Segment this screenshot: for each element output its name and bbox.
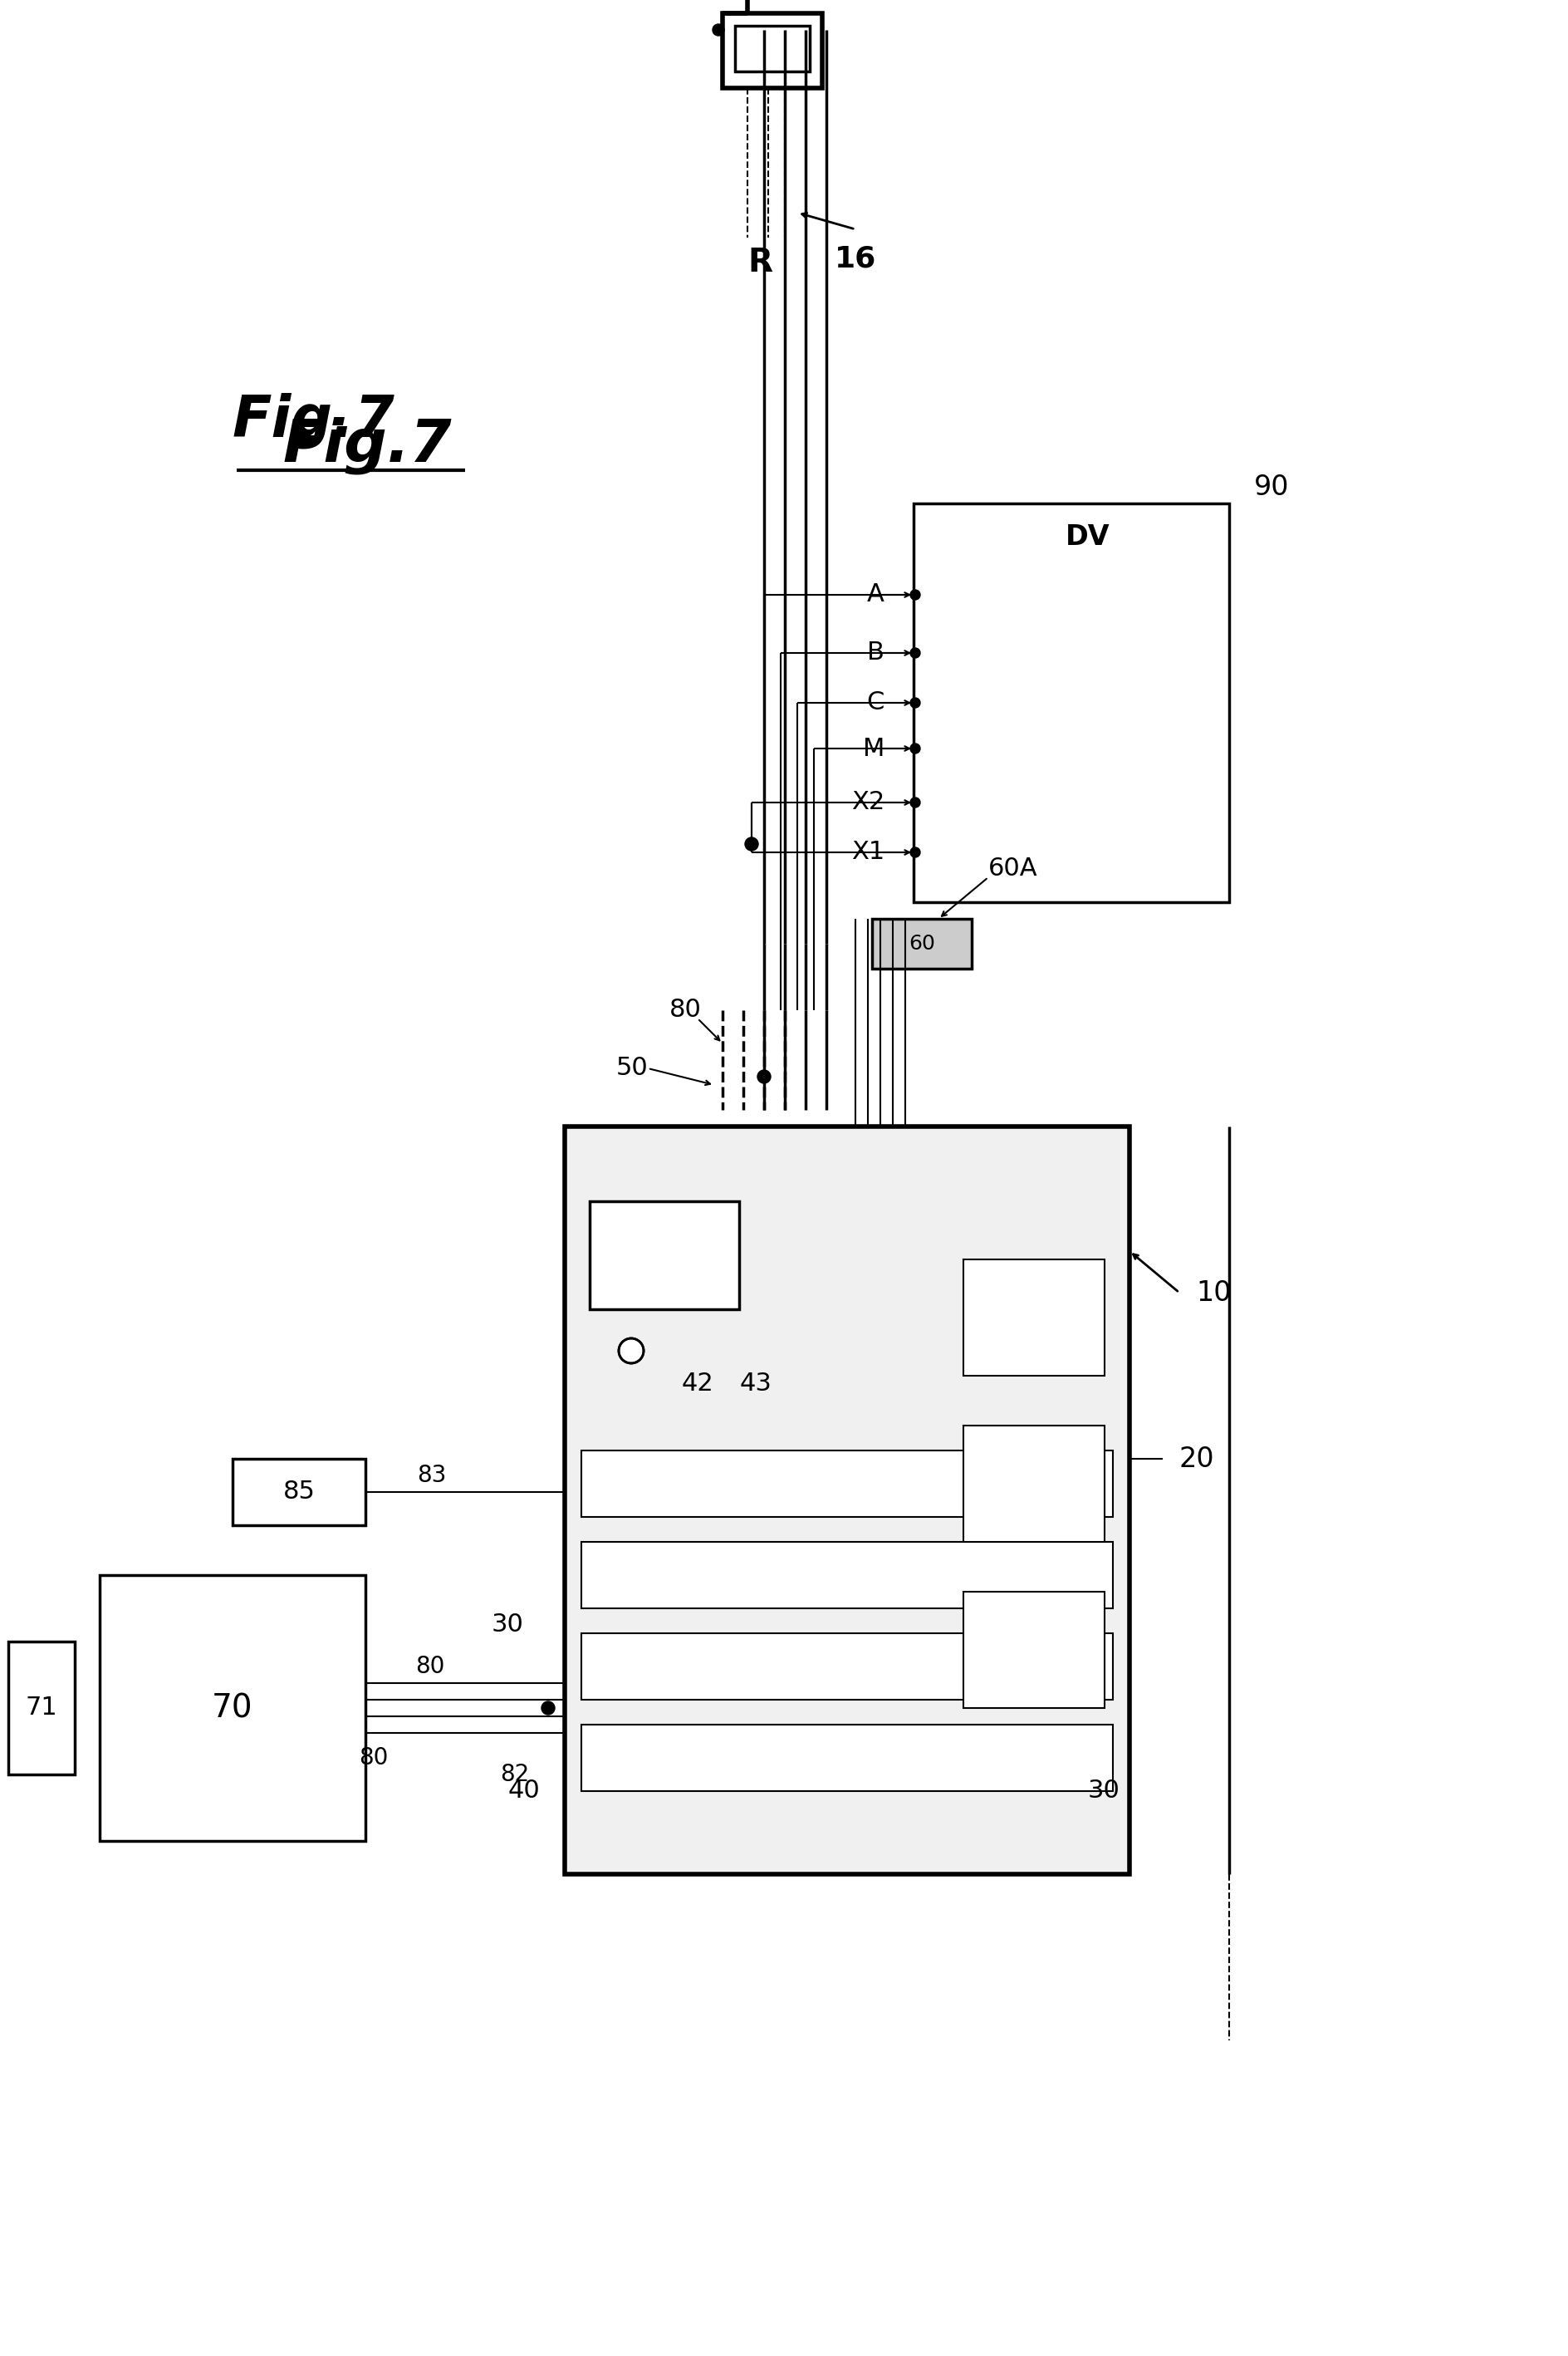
Text: DV: DV — [1066, 523, 1110, 551]
Text: 82: 82 — [500, 1762, 530, 1786]
Bar — [582, 1541, 1113, 1609]
Text: 10: 10 — [1196, 1279, 1231, 1305]
Text: 60: 60 — [908, 933, 935, 954]
Text: X2: X2 — [851, 792, 884, 815]
Bar — [582, 1725, 1113, 1791]
Text: 71: 71 — [25, 1696, 58, 1720]
Circle shape — [911, 697, 920, 707]
Text: 80: 80 — [416, 1654, 445, 1677]
Bar — [564, 1126, 1129, 1873]
Circle shape — [911, 589, 920, 601]
Text: 42: 42 — [682, 1371, 713, 1397]
Circle shape — [911, 744, 920, 754]
Circle shape — [757, 1070, 771, 1084]
Text: 70: 70 — [212, 1692, 252, 1725]
Bar — [100, 1576, 365, 1840]
Text: X1: X1 — [851, 841, 884, 865]
Bar — [872, 919, 972, 968]
Text: 50: 50 — [616, 1055, 648, 1081]
Text: M: M — [862, 737, 884, 761]
Bar — [8, 1642, 75, 1774]
Text: 60A: 60A — [988, 858, 1038, 881]
Bar — [735, 26, 809, 71]
Circle shape — [712, 24, 724, 35]
Text: 20: 20 — [1179, 1444, 1215, 1472]
Text: 85: 85 — [282, 1480, 315, 1503]
Text: 30: 30 — [1088, 1779, 1120, 1802]
Bar — [963, 1593, 1104, 1708]
Circle shape — [911, 848, 920, 858]
Text: 40: 40 — [508, 1779, 539, 1802]
Circle shape — [619, 1338, 643, 1364]
Text: Fig.7: Fig.7 — [232, 393, 395, 450]
Bar — [914, 504, 1229, 902]
Bar — [582, 1633, 1113, 1699]
Text: C: C — [867, 690, 884, 714]
Bar — [963, 1260, 1104, 1376]
Text: R: R — [748, 247, 773, 278]
Circle shape — [911, 799, 920, 808]
Text: 90: 90 — [1254, 474, 1289, 499]
Text: 16: 16 — [834, 245, 877, 273]
Text: 30: 30 — [491, 1614, 524, 1637]
Text: 80: 80 — [670, 999, 702, 1023]
Text: A: A — [867, 582, 884, 608]
Text: 80: 80 — [359, 1746, 389, 1769]
Circle shape — [745, 836, 759, 851]
Bar — [232, 1458, 365, 1524]
Text: 83: 83 — [417, 1463, 447, 1487]
Bar — [963, 1425, 1104, 1541]
Text: 43: 43 — [740, 1371, 771, 1397]
Bar — [723, 14, 822, 87]
Circle shape — [541, 1701, 555, 1715]
Bar — [582, 1451, 1113, 1517]
Circle shape — [911, 648, 920, 657]
Bar — [590, 1202, 739, 1310]
Text: B: B — [867, 641, 884, 664]
Text: Fig.7: Fig.7 — [282, 417, 452, 474]
